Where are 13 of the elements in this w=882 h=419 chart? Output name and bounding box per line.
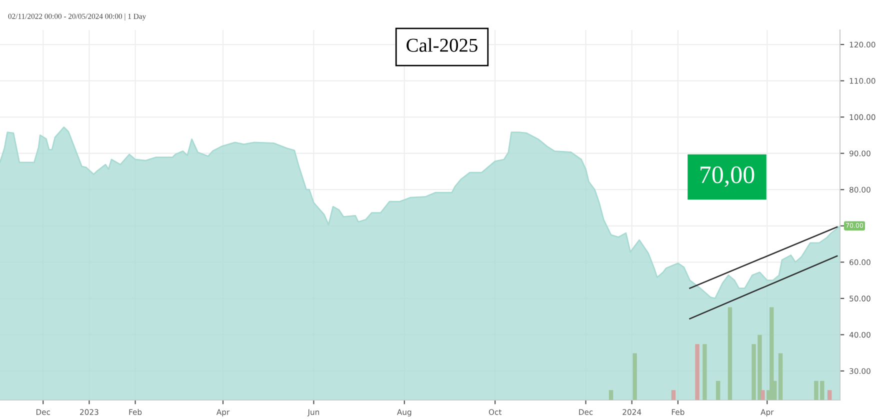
bar	[608, 390, 614, 400]
bar	[770, 307, 774, 400]
bar	[728, 307, 732, 400]
bar	[716, 380, 720, 400]
chart-title: Cal-2025	[406, 38, 478, 52]
bar	[778, 353, 783, 400]
bar	[695, 344, 700, 400]
bar	[671, 390, 676, 400]
bar	[760, 390, 765, 400]
bar	[827, 390, 832, 400]
annotation: 70,00	[700, 166, 754, 187]
bar	[632, 353, 637, 400]
bar	[702, 344, 707, 400]
